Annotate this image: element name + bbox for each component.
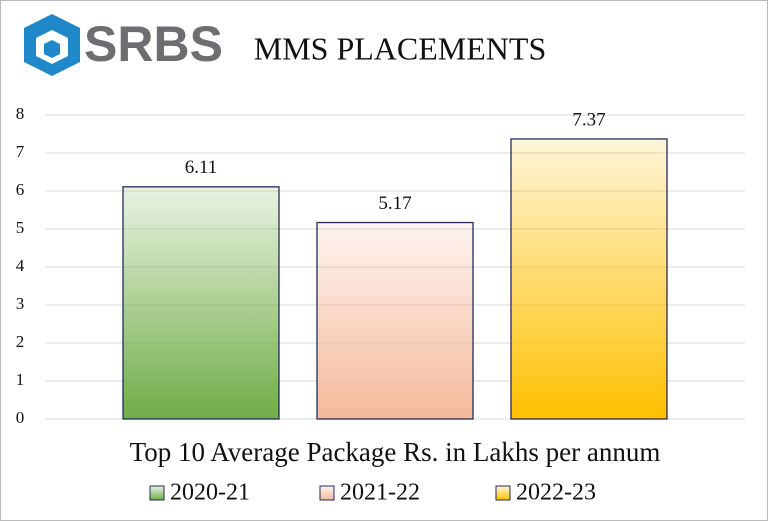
- legend-swatch: [495, 485, 511, 501]
- y-tick-label: 1: [16, 370, 25, 389]
- legend-label: 2020-21: [170, 480, 250, 506]
- legend-label: 2021-22: [340, 480, 420, 506]
- y-tick-label: 7: [16, 142, 25, 161]
- y-tick-label: 4: [16, 256, 25, 275]
- data-label: 5.17: [378, 193, 411, 214]
- data-label: 7.37: [572, 109, 605, 130]
- bar: [510, 138, 668, 420]
- y-tick-label: 3: [16, 294, 25, 313]
- y-tick-label: 6: [16, 180, 25, 199]
- legend-swatch: [149, 485, 165, 501]
- legend-label: 2022-23: [516, 480, 596, 506]
- x-axis-label: Top 10 Average Package Rs. in Lakhs per …: [130, 437, 661, 467]
- y-tick-label: 0: [16, 408, 25, 427]
- bar: [316, 221, 474, 420]
- chart-title: MMS PLACEMENTS: [254, 30, 547, 66]
- data-label: 6.11: [185, 157, 218, 178]
- logo-text: SRBS: [84, 16, 223, 72]
- bar: [122, 186, 280, 420]
- logo-icon: [24, 14, 80, 76]
- y-tick-label: 2: [16, 332, 25, 351]
- legend-swatch: [319, 485, 335, 501]
- y-tick-label: 8: [16, 104, 25, 123]
- y-tick-label: 5: [16, 218, 25, 237]
